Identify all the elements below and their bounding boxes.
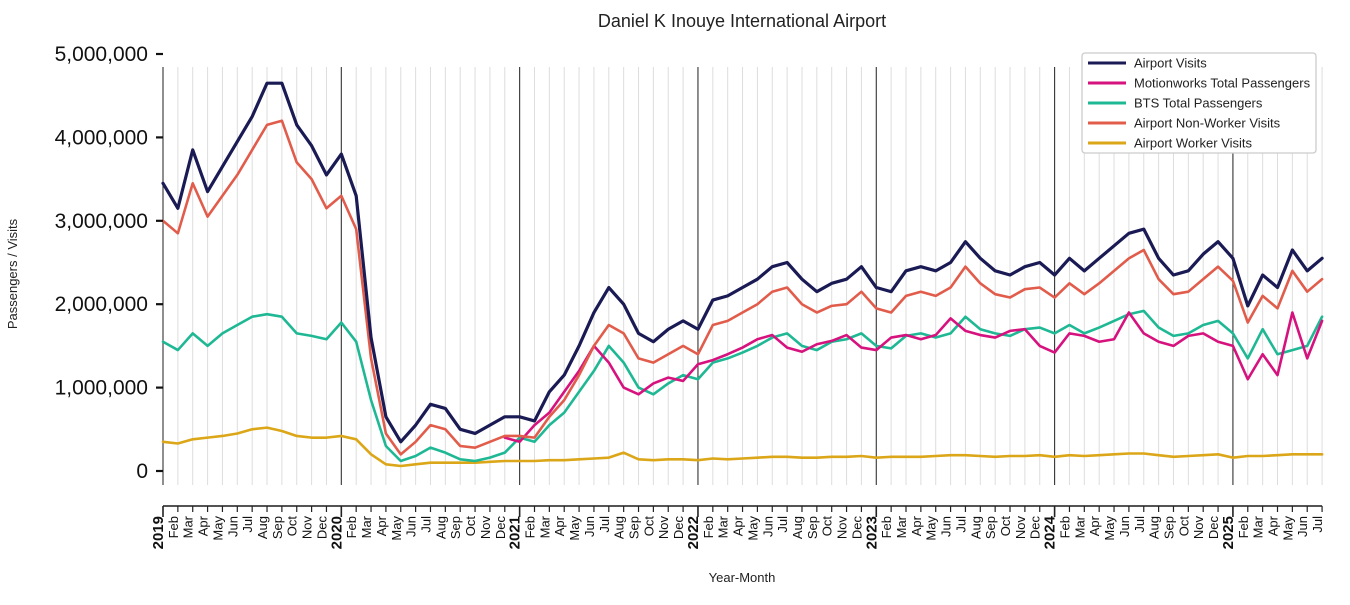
svg-text:Sep: Sep [1161,516,1176,539]
svg-text:Airport Visits: Airport Visits [1134,56,1207,71]
svg-text:Dec: Dec [493,516,508,540]
svg-text:Jun: Jun [225,516,240,537]
svg-text:Apr: Apr [731,515,746,536]
svg-text:Nov: Nov [656,516,671,540]
svg-text:Apr: Apr [374,515,389,536]
svg-text:2022: 2022 [685,516,702,549]
svg-text:Sep: Sep [270,516,285,539]
svg-text:Apr: Apr [1087,515,1102,536]
svg-text:Passengers / Visits: Passengers / Visits [5,218,20,329]
svg-text:Nov: Nov [1191,516,1206,540]
svg-text:Jul: Jul [775,516,790,533]
svg-text:2021: 2021 [507,516,524,549]
svg-text:Dec: Dec [671,516,686,540]
svg-text:Nov: Nov [1013,516,1028,540]
svg-text:Jul: Jul [1310,516,1325,533]
svg-text:BTS Total Passengers: BTS Total Passengers [1134,96,1263,111]
svg-text:0: 0 [136,460,148,483]
svg-text:Nov: Nov [835,516,850,540]
svg-text:Mar: Mar [359,515,374,538]
svg-text:Dec: Dec [1028,516,1043,540]
svg-text:Dec: Dec [1206,516,1221,540]
svg-text:May: May [924,516,939,541]
svg-text:Sep: Sep [448,516,463,539]
svg-text:5,000,000: 5,000,000 [55,43,148,66]
svg-text:Aug: Aug [1147,516,1162,539]
svg-text:1,000,000: 1,000,000 [55,377,148,400]
svg-text:Feb: Feb [1236,516,1251,538]
svg-text:2020: 2020 [328,516,345,549]
svg-text:Oct: Oct [998,516,1013,537]
svg-text:May: May [389,516,404,541]
svg-text:Mar: Mar [181,515,196,538]
svg-text:Year-Month: Year-Month [709,570,776,585]
svg-text:Oct: Oct [820,516,835,537]
svg-text:2025: 2025 [1220,516,1237,549]
svg-text:Jun: Jun [1117,516,1132,537]
svg-text:Mar: Mar [1072,515,1087,538]
svg-text:Dec: Dec [849,516,864,540]
svg-text:Jun: Jun [404,516,419,537]
svg-text:May: May [1280,516,1295,541]
svg-text:2024: 2024 [1042,515,1059,549]
svg-text:Feb: Feb [166,516,181,538]
svg-text:Apr: Apr [909,515,924,536]
svg-text:Jun: Jun [760,516,775,537]
svg-text:Mar: Mar [1251,515,1266,538]
svg-text:Jul: Jul [953,516,968,533]
svg-text:Nov: Nov [300,516,315,540]
svg-text:Jul: Jul [597,516,612,533]
svg-text:3,000,000: 3,000,000 [55,210,148,233]
svg-text:Oct: Oct [463,516,478,537]
svg-text:Apr: Apr [196,515,211,536]
svg-text:Oct: Oct [285,516,300,537]
svg-text:Oct: Oct [641,516,656,537]
svg-text:Apr: Apr [1266,515,1281,536]
svg-text:Jul: Jul [240,516,255,533]
svg-text:Sep: Sep [627,516,642,539]
svg-text:Jul: Jul [1132,516,1147,533]
svg-text:2,000,000: 2,000,000 [55,293,148,316]
svg-text:Jun: Jun [939,516,954,537]
svg-text:May: May [745,516,760,541]
svg-text:Feb: Feb [701,516,716,538]
svg-text:May: May [1102,516,1117,541]
svg-text:Feb: Feb [344,516,359,538]
svg-text:Mar: Mar [537,515,552,538]
svg-text:Nov: Nov [478,516,493,540]
svg-text:Jun: Jun [582,516,597,537]
svg-text:Aug: Aug [612,516,627,539]
svg-text:Jul: Jul [418,516,433,533]
svg-text:Feb: Feb [523,516,538,538]
svg-text:Airport Non-Worker Visits: Airport Non-Worker Visits [1134,116,1281,131]
svg-text:Aug: Aug [433,516,448,539]
svg-text:Sep: Sep [983,516,998,539]
svg-text:2019: 2019 [150,516,167,549]
svg-text:Jun: Jun [1295,516,1310,537]
svg-text:4,000,000: 4,000,000 [55,126,148,149]
svg-text:Sep: Sep [805,516,820,539]
svg-text:Motionworks Total Passengers: Motionworks Total Passengers [1134,76,1311,91]
svg-text:Dec: Dec [314,516,329,540]
svg-text:Feb: Feb [1057,516,1072,538]
svg-text:Daniel K Inouye International: Daniel K Inouye International Airport [598,11,886,31]
svg-text:May: May [210,516,225,541]
svg-text:Oct: Oct [1176,516,1191,537]
svg-text:Airport Worker Visits: Airport Worker Visits [1134,136,1252,151]
svg-text:Mar: Mar [894,515,909,538]
svg-text:Aug: Aug [968,516,983,539]
svg-text:Apr: Apr [552,515,567,536]
svg-text:Mar: Mar [716,515,731,538]
svg-text:Aug: Aug [255,516,270,539]
svg-text:Aug: Aug [790,516,805,539]
svg-text:2023: 2023 [863,516,880,549]
svg-text:Feb: Feb [879,516,894,538]
svg-text:May: May [567,516,582,541]
